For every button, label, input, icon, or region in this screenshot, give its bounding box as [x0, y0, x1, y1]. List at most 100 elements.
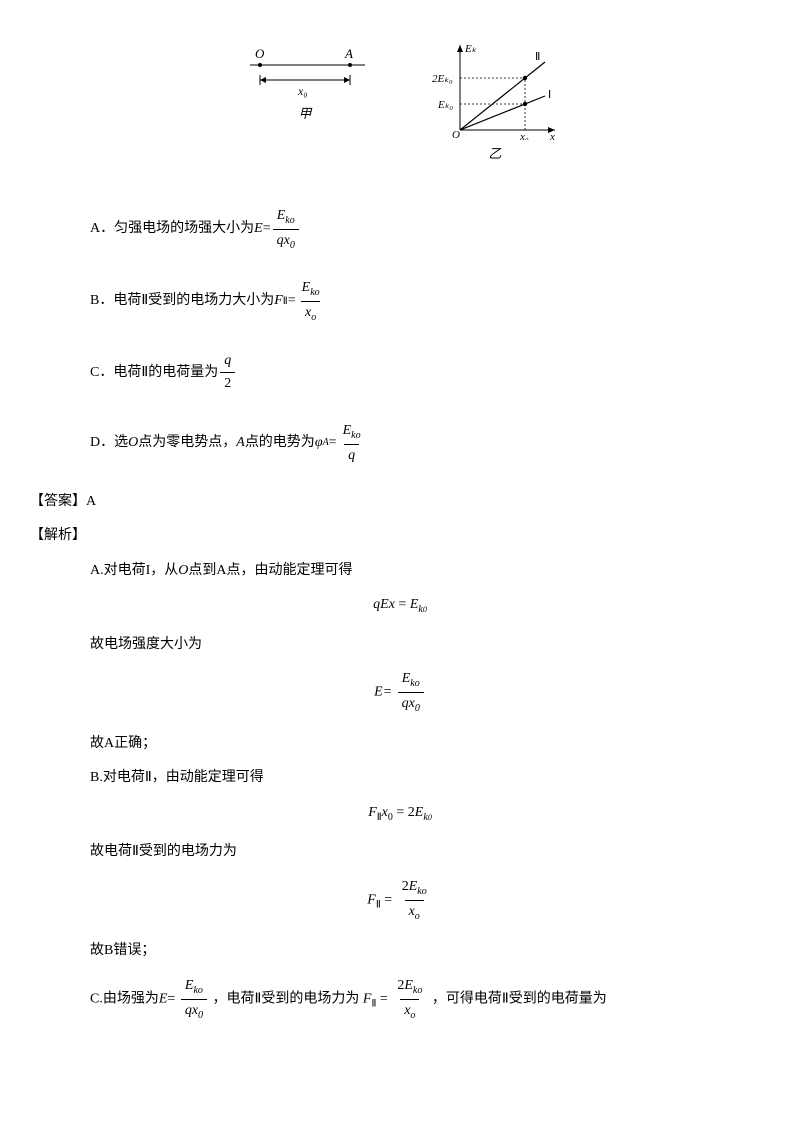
- analysis-A1: A.对电荷I，从O点到A点，由动能定理可得: [90, 560, 770, 582]
- A1-mid: 点到A点，由动能定理可得: [188, 563, 352, 578]
- frac-Eko-q: Eko q: [339, 420, 365, 467]
- diagram-yi: Eₖ x O 2Eₖ₀ Eₖ₀ x₀ Ⅱ Ⅰ: [430, 40, 560, 140]
- fC-num: q: [220, 350, 235, 372]
- option-D-t1: 选: [114, 432, 128, 454]
- eq3: FⅡx0 = 2Ek0: [30, 802, 770, 826]
- analysis-B3: 故B错误；: [90, 940, 770, 962]
- C1-f1-denq: q: [185, 1003, 192, 1018]
- eq2-numE: E: [402, 671, 411, 686]
- analysis-B1: B.对电荷Ⅱ，由动能定理可得: [90, 767, 770, 789]
- pt-I: [523, 102, 527, 106]
- eq3-eq: =: [393, 805, 408, 820]
- analysis-A2: 故电场强度大小为: [90, 634, 770, 656]
- xtick: x₀: [519, 131, 529, 140]
- option-D-A: A: [236, 432, 245, 454]
- eq2-denq: q: [402, 696, 409, 711]
- frac-den-q: q: [277, 233, 284, 248]
- arrow-left: [260, 77, 266, 83]
- option-B-text: 电荷Ⅱ受到的电场力大小为: [113, 290, 274, 312]
- figure-right: Eₖ x O 2Eₖ₀ Eₖ₀ x₀ Ⅱ Ⅰ 乙: [430, 40, 560, 165]
- eq2-denxsub: 0: [415, 703, 420, 714]
- label-I: Ⅰ: [548, 89, 551, 101]
- A1-O: O: [178, 563, 188, 578]
- ytick-1: Eₖ₀: [437, 99, 453, 111]
- C1-mid: ，电荷Ⅱ受到的电场力为: [213, 991, 360, 1006]
- fD-num-sub: ko: [351, 430, 360, 441]
- C1-pre: C.由场强为: [90, 991, 159, 1006]
- eq3-F: F: [368, 805, 377, 820]
- eq4: FⅡ = 2Eko xo: [30, 876, 770, 925]
- eq1: qEx = Ek0: [30, 594, 770, 618]
- analysis-B2: 故电荷Ⅱ受到的电场力为: [90, 841, 770, 863]
- C1-eq2: =: [376, 991, 391, 1006]
- eq2: E= Eko qx0: [30, 668, 770, 717]
- analysis-label: 【解析】: [30, 525, 770, 547]
- option-C-label: C．: [90, 362, 113, 384]
- fB-den-xsub: o: [311, 312, 316, 323]
- fD-num-E: E: [343, 423, 352, 438]
- x-label: x: [549, 131, 555, 140]
- fD-den: q: [344, 444, 359, 467]
- option-D-O: O: [128, 432, 138, 454]
- C1-frac1: Eko qx0: [181, 975, 207, 1024]
- ytick-2: 2Eₖ₀: [432, 73, 453, 85]
- C1-f1-numsub: ko: [193, 985, 202, 996]
- analysis-A3: 故A正确；: [90, 733, 770, 755]
- point-O: O: [255, 46, 265, 61]
- A1-pre: A.对电荷I，从: [90, 563, 178, 578]
- var-E: E: [254, 218, 263, 240]
- dim-label: x₀: [297, 84, 308, 98]
- phi: φ: [315, 432, 323, 454]
- answer-section: 【答案】A: [30, 491, 770, 513]
- option-D-t3: 点的电势为: [245, 432, 315, 454]
- line-II: [460, 62, 545, 130]
- label-II: Ⅱ: [535, 51, 540, 63]
- frac-num-sub: ko: [285, 215, 294, 226]
- eq1-E: E: [380, 597, 389, 612]
- analysis-C1: C.由场强为E= Eko qx0 ，电荷Ⅱ受到的电场力为 FⅡ = 2Eko x…: [90, 975, 770, 1024]
- eq1-eq: =: [395, 597, 410, 612]
- frac-q-2: q 2: [220, 350, 235, 396]
- eq3-0sub: 0: [428, 812, 432, 821]
- C1-frac2: 2Eko xo: [393, 975, 426, 1024]
- eq2-numsub: ko: [410, 678, 419, 689]
- caption-left: 甲: [298, 104, 311, 125]
- option-B: B． 电荷Ⅱ受到的电场力大小为 FⅡ = Eko xo: [90, 277, 770, 326]
- answer-label: 【答案】: [30, 494, 86, 509]
- answer-value: A: [86, 494, 96, 509]
- option-C-text: 电荷Ⅱ的电荷量为: [113, 362, 218, 384]
- fB-num-sub: ko: [310, 287, 319, 298]
- y-arrow: [457, 45, 463, 52]
- frac-Eko-xo: Eko xo: [298, 277, 324, 326]
- option-D-label: D．: [90, 432, 114, 454]
- var-F: F: [274, 290, 283, 312]
- C1-f1-denxsub: 0: [198, 1009, 203, 1020]
- eq-D: =: [329, 432, 337, 454]
- eq4-frac: 2Eko xo: [398, 876, 431, 925]
- origin-label: O: [452, 129, 460, 140]
- eq4-F: F: [367, 892, 376, 907]
- C1-f2-denxsub: o: [410, 1009, 415, 1020]
- figures-row: O A x₀ 甲 Eₖ x O: [30, 40, 770, 165]
- fB-num-E: E: [302, 280, 311, 295]
- option-C: C． 电荷Ⅱ的电荷量为 q 2: [90, 350, 770, 396]
- option-B-label: B．: [90, 290, 113, 312]
- option-A: A． 匀强电场的场强大小为 E = Eko qx0: [90, 205, 770, 254]
- C1-f2-numE: E: [404, 978, 413, 993]
- frac-den-xsub: 0: [290, 239, 295, 250]
- eq4-numE: E: [409, 879, 418, 894]
- figure-left: O A x₀ 甲: [240, 40, 370, 165]
- fC-den: 2: [220, 372, 235, 395]
- eq4-denxsub: o: [415, 910, 420, 921]
- eq3-two: 2: [408, 805, 415, 820]
- eq1-0sub: 0: [423, 605, 427, 614]
- option-A-text: 匀强电场的场强大小为: [114, 218, 254, 240]
- caption-right: 乙: [488, 144, 501, 165]
- line-I: [460, 96, 545, 130]
- option-A-label: A．: [90, 218, 114, 240]
- eq4-num2: 2: [402, 879, 409, 894]
- eq2-frac: Eko qx0: [398, 668, 424, 717]
- diagram-jia: O A x₀: [240, 40, 370, 100]
- C1-eq: =: [167, 991, 175, 1006]
- y-label: Eₖ: [464, 43, 477, 55]
